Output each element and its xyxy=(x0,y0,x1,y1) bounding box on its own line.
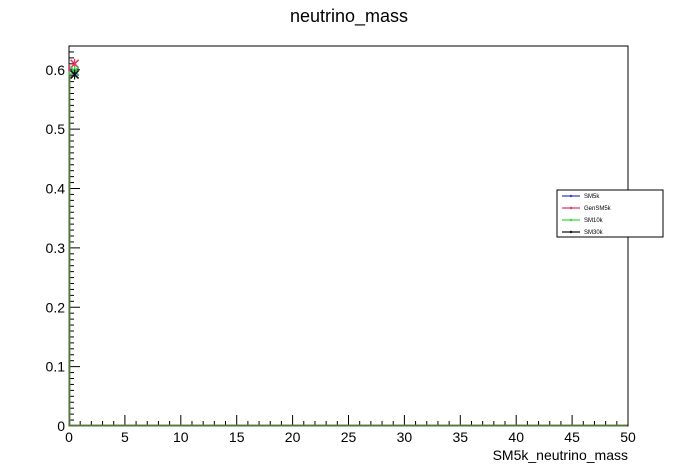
x-tick-label: 45 xyxy=(564,429,580,445)
y-tick-label: 0.3 xyxy=(46,240,66,256)
legend: SM5k GenSM5k SM10k SM30k xyxy=(556,189,664,238)
data-marks xyxy=(68,58,628,427)
series-line xyxy=(68,71,628,427)
x-tick-label: 20 xyxy=(285,429,301,445)
y-tick-label: 0.1 xyxy=(46,359,66,375)
y-tick-label: 0.4 xyxy=(46,181,66,197)
series-line xyxy=(68,63,628,427)
x-tick-label: 0 xyxy=(65,429,73,445)
y-tick-label: 0.5 xyxy=(46,121,66,137)
series-line xyxy=(68,74,628,427)
x-tick-label: 30 xyxy=(397,429,413,445)
y-tick-label: 0.2 xyxy=(46,299,66,315)
chart-title: neutrino_mass xyxy=(290,6,408,27)
legend-marker xyxy=(569,194,573,198)
x-axis-ticks: 0 5 10 15 20 25 30 35 40 45 50 xyxy=(65,415,636,445)
x-tick-label: 15 xyxy=(229,429,245,445)
y-tick-label: 0 xyxy=(57,418,65,434)
x-tick-label: 5 xyxy=(121,429,129,445)
x-tick-label: 10 xyxy=(173,429,189,445)
series-line xyxy=(68,70,628,427)
legend-label: SM5k xyxy=(584,194,600,200)
y-axis-ticks: 0 0.1 0.2 0.3 0.4 0.5 0.6 xyxy=(46,45,80,434)
legend-label: GenSM5k xyxy=(584,206,612,212)
plot-frame xyxy=(68,45,629,427)
x-tick-label: 40 xyxy=(508,429,524,445)
x-tick-label: 25 xyxy=(341,429,357,445)
legend-label: SM30k xyxy=(584,230,604,236)
legend-marker xyxy=(569,206,573,210)
legend-box xyxy=(556,189,664,238)
x-tick-label: 50 xyxy=(620,429,636,445)
legend-marker xyxy=(569,218,573,222)
y-tick-label: 0.6 xyxy=(46,62,66,78)
legend-marker xyxy=(569,230,573,234)
x-axis-title: SM5k_neutrino_mass xyxy=(493,447,628,463)
legend-label: SM10k xyxy=(584,218,604,224)
x-tick-label: 35 xyxy=(453,429,469,445)
